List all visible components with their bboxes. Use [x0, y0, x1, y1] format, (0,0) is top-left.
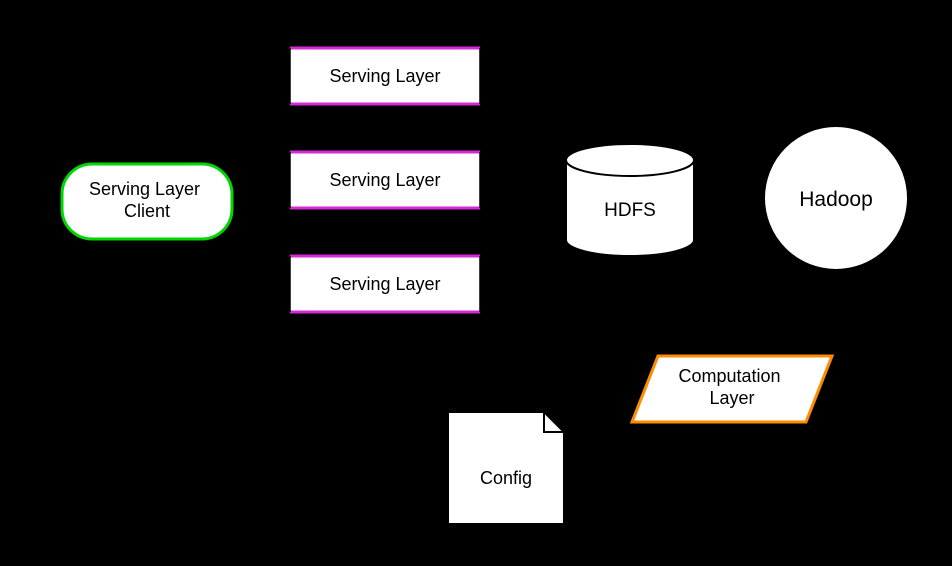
serving-layer-2-node: Serving Layer [290, 152, 480, 208]
serving-layer-1-node: Serving Layer [290, 48, 480, 104]
hadoop-label: Hadoop [799, 188, 873, 211]
serving-layer-3-node: Serving Layer [290, 256, 480, 312]
config-label: Config [480, 468, 532, 488]
client-node: Serving Layer Client [62, 164, 232, 239]
computation-layer-node: Computation Layer [632, 356, 832, 422]
architecture-diagram: Serving Layer Client Serving Layer Servi… [0, 0, 952, 566]
serving-layer-2-label: Serving Layer [329, 170, 440, 190]
hadoop-node: Hadoop [764, 126, 908, 270]
serving-layer-1-label: Serving Layer [329, 66, 440, 86]
computation-label-line2: Layer [709, 388, 754, 408]
config-node: Config [448, 412, 564, 524]
client-label-line1: Serving Layer [89, 179, 200, 199]
hdfs-node: HDFS [566, 144, 694, 256]
serving-layer-3-label: Serving Layer [329, 274, 440, 294]
computation-label-line1: Computation [678, 366, 780, 386]
hdfs-label: HDFS [604, 200, 656, 221]
client-label-line2: Client [124, 201, 170, 221]
